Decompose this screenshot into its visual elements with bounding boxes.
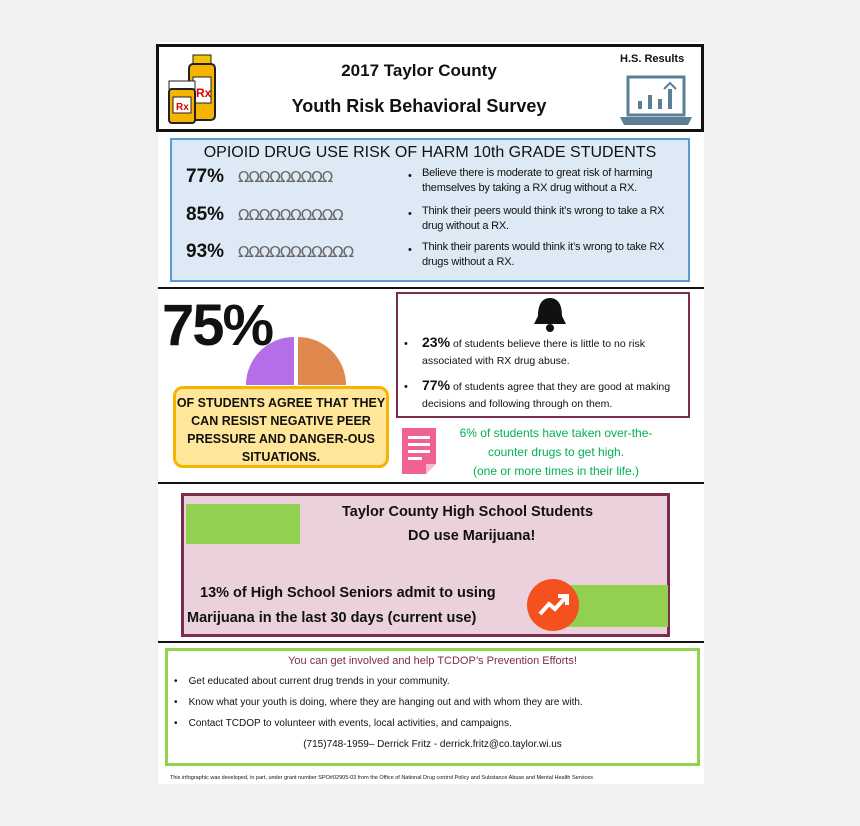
marijuana-panel: Taylor County High School Students DO us… bbox=[181, 493, 670, 637]
opioid-row-text: Think their parents would think it’s wro… bbox=[422, 241, 665, 268]
decision-text: of students agree that they are good at … bbox=[422, 381, 671, 410]
otc-callout: 6% of students have taken over-the- coun… bbox=[440, 424, 672, 481]
decision-item: 77% of students agree that they are good… bbox=[422, 377, 686, 413]
bullet: • bbox=[408, 208, 412, 220]
pie-chart bbox=[246, 337, 346, 385]
opioid-percent: 93% bbox=[186, 241, 225, 262]
marijuana-title-2: DO use Marijuana! bbox=[408, 528, 536, 544]
decision-item: 23% of students believe there is little … bbox=[422, 334, 686, 370]
decision-percent: 77% bbox=[422, 377, 451, 393]
opioid-row-text: Believe there is moderate to great risk … bbox=[422, 167, 653, 194]
title-line-1: 2017 Taylor County bbox=[341, 61, 497, 80]
marijuana-stat-2: Marijuana in the last 30 days (current u… bbox=[187, 610, 477, 626]
divider bbox=[158, 287, 704, 289]
decision-percent: 23% bbox=[422, 334, 451, 350]
contact-info: (715)748-1959– Derrick Fritz - derrick.f… bbox=[303, 739, 562, 750]
note-icon bbox=[402, 428, 436, 474]
svg-text:Rx: Rx bbox=[176, 102, 189, 113]
laptop-chart-icon bbox=[620, 75, 692, 125]
get-involved-panel: You can get involved and help TCDOP’s Pr… bbox=[165, 648, 700, 766]
bullet: • bbox=[408, 244, 412, 256]
involved-item-text: Contact TCDOP to volunteer with events, … bbox=[188, 718, 512, 729]
peer-text: OF STUDENTS AGREE THAT THEY CAN RESIST N… bbox=[176, 396, 386, 464]
opioid-percent: 77% bbox=[186, 166, 225, 187]
opioid-percent: 85% bbox=[186, 204, 225, 225]
decision-text: of students believe there is little to n… bbox=[422, 338, 645, 367]
opioid-risk-panel: OPIOID DRUG USE RISK OF HARM 10th GRADE … bbox=[170, 138, 690, 282]
involved-item-text: Get educated about current drug trends i… bbox=[188, 676, 450, 687]
pie-slice-purple bbox=[246, 337, 294, 385]
involved-item: • Know what your youth is doing, where t… bbox=[174, 697, 583, 708]
involved-heading: You can get involved and help TCDOP’s Pr… bbox=[288, 655, 577, 667]
trending-up-icon bbox=[527, 579, 579, 631]
opioid-row-text: Think their peers would think it’s wrong… bbox=[422, 205, 665, 232]
people-icons: ΩΩΩΩΩΩΩΩΩ bbox=[238, 168, 333, 186]
decisions-panel: • 23% of students believe there is littl… bbox=[396, 292, 690, 418]
marijuana-stat-1: 13% of High School Seniors admit to usin… bbox=[200, 585, 496, 601]
otc-line: 6% of students have taken over-the- bbox=[459, 426, 653, 440]
involved-item: • Contact TCDOP to volunteer with events… bbox=[174, 718, 512, 729]
marijuana-title-1: Taylor County High School Students bbox=[342, 504, 594, 520]
prescription-bottles-icon: Rx Rx bbox=[168, 54, 216, 124]
otc-line: counter drugs to get high. bbox=[487, 445, 625, 459]
peer-percent: 75% bbox=[162, 293, 274, 358]
involved-item: • Get educated about current drug trends… bbox=[174, 676, 450, 687]
involved-item-text: Know what your youth is doing, where the… bbox=[188, 697, 583, 708]
pie-slice-orange bbox=[298, 337, 346, 385]
opioid-heading: OPIOID DRUG USE RISK OF HARM 10th GRADE … bbox=[203, 144, 657, 161]
footer-note: This infographic was developed, in part,… bbox=[170, 775, 594, 781]
bell-icon bbox=[534, 298, 566, 332]
bullet: • bbox=[404, 381, 408, 393]
people-icons: ΩΩΩΩΩΩΩΩΩΩΩ bbox=[238, 243, 354, 261]
green-bar bbox=[186, 504, 300, 544]
title-line-2: Youth Risk Behavioral Survey bbox=[291, 96, 547, 116]
hs-results-badge: H.S. Results bbox=[620, 53, 685, 65]
peer-pressure-callout: OF STUDENTS AGREE THAT THEY CAN RESIST N… bbox=[173, 386, 389, 468]
bullet: • bbox=[404, 338, 408, 350]
header: Rx Rx 2017 Taylor County Youth Risk Beha… bbox=[156, 44, 704, 132]
bullet: • bbox=[408, 170, 412, 182]
otc-line: (one or more times in their life.) bbox=[472, 464, 640, 478]
svg-text:Rx: Rx bbox=[196, 86, 212, 100]
divider bbox=[158, 641, 704, 643]
divider bbox=[158, 482, 704, 484]
people-icons: ΩΩΩΩΩΩΩΩΩΩ bbox=[238, 206, 344, 224]
